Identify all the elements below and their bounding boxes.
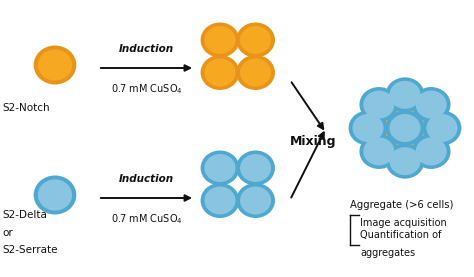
Text: Mixing: Mixing: [290, 135, 336, 148]
Ellipse shape: [240, 154, 271, 182]
Ellipse shape: [204, 186, 236, 214]
Text: S2-Notch: S2-Notch: [2, 103, 50, 113]
Ellipse shape: [236, 55, 275, 90]
Ellipse shape: [38, 179, 72, 211]
Ellipse shape: [201, 55, 239, 90]
Ellipse shape: [240, 58, 271, 86]
Text: Quantification of: Quantification of: [360, 230, 442, 240]
Ellipse shape: [422, 111, 461, 145]
Ellipse shape: [201, 22, 239, 58]
Ellipse shape: [34, 176, 76, 214]
Ellipse shape: [363, 137, 394, 165]
Ellipse shape: [390, 114, 420, 142]
Ellipse shape: [359, 87, 398, 122]
Ellipse shape: [204, 26, 236, 54]
Ellipse shape: [370, 95, 404, 126]
Ellipse shape: [412, 87, 451, 122]
Ellipse shape: [427, 114, 457, 142]
Text: Induction: Induction: [119, 44, 174, 54]
Ellipse shape: [236, 22, 275, 58]
Ellipse shape: [406, 130, 440, 161]
Text: aggregates: aggregates: [360, 248, 416, 258]
Ellipse shape: [385, 111, 424, 145]
Text: or: or: [2, 227, 13, 237]
Ellipse shape: [363, 91, 394, 119]
Text: S2-Serrate: S2-Serrate: [2, 245, 58, 255]
Ellipse shape: [385, 144, 424, 179]
Text: 0.7 mM CuSO$_4$: 0.7 mM CuSO$_4$: [110, 212, 182, 226]
Ellipse shape: [416, 91, 447, 119]
Text: Induction: Induction: [119, 174, 174, 184]
Ellipse shape: [366, 91, 408, 130]
Ellipse shape: [38, 49, 72, 81]
Ellipse shape: [390, 147, 420, 175]
Ellipse shape: [353, 114, 383, 142]
Ellipse shape: [240, 26, 271, 54]
Ellipse shape: [385, 77, 424, 112]
Ellipse shape: [359, 134, 398, 169]
Ellipse shape: [201, 183, 239, 218]
Ellipse shape: [201, 150, 239, 186]
Ellipse shape: [348, 111, 387, 145]
Ellipse shape: [370, 130, 404, 161]
Ellipse shape: [236, 150, 275, 186]
Ellipse shape: [390, 81, 420, 109]
Ellipse shape: [34, 45, 76, 84]
Ellipse shape: [236, 183, 275, 218]
Ellipse shape: [204, 154, 236, 182]
Text: 0.7 mM CuSO$_4$: 0.7 mM CuSO$_4$: [110, 82, 182, 96]
Text: S2-Delta: S2-Delta: [2, 210, 47, 220]
Text: Image acquisition: Image acquisition: [360, 217, 447, 227]
Ellipse shape: [204, 58, 236, 86]
Ellipse shape: [402, 127, 444, 165]
Ellipse shape: [366, 127, 408, 165]
Ellipse shape: [402, 91, 444, 130]
Ellipse shape: [412, 134, 451, 169]
Text: Aggregate (>6 cells): Aggregate (>6 cells): [350, 200, 453, 210]
Ellipse shape: [240, 186, 271, 214]
Ellipse shape: [406, 95, 440, 126]
Ellipse shape: [416, 137, 447, 165]
